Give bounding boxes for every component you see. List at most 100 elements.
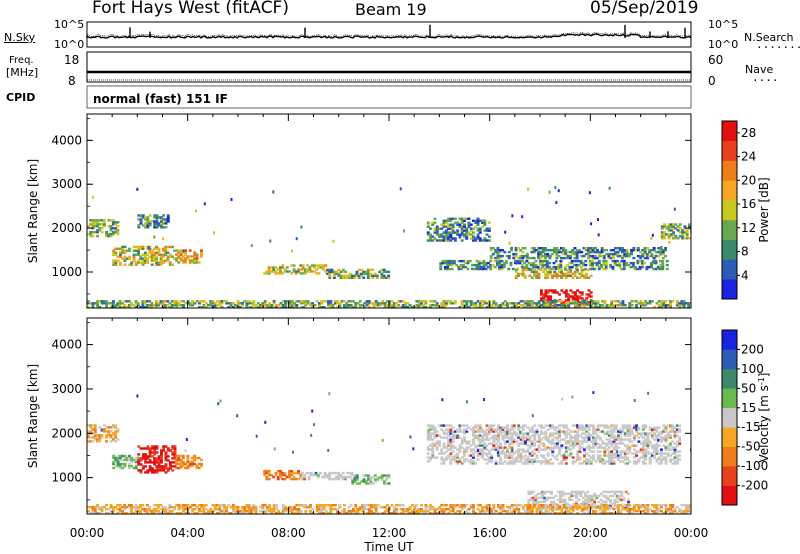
data-cell	[415, 510, 419, 513]
data-cell	[517, 510, 521, 513]
data-cell	[390, 306, 394, 308]
data-cell	[144, 457, 147, 460]
data-cell	[614, 448, 618, 451]
data-cell	[619, 302, 623, 305]
data-cell	[162, 469, 166, 472]
data-cell	[150, 253, 154, 256]
data-cell	[166, 455, 170, 458]
data-cell	[562, 454, 566, 457]
data-cell	[646, 452, 650, 455]
data-cell	[472, 512, 475, 514]
data-cell	[617, 512, 620, 514]
data-cell	[573, 247, 577, 250]
data-cell	[532, 261, 536, 265]
data-cell	[605, 508, 609, 511]
data-cell	[589, 450, 593, 453]
data-cell	[458, 424, 462, 427]
data-cell	[585, 462, 589, 465]
data-cell	[485, 434, 489, 437]
data-cell	[580, 293, 584, 296]
data-cell	[611, 490, 615, 494]
data-cell	[440, 508, 444, 511]
data-cell	[383, 510, 387, 513]
data-cell	[575, 252, 579, 256]
data-cell	[155, 226, 159, 229]
data-cell	[662, 302, 666, 305]
data-cell	[139, 216, 143, 219]
data-cell	[502, 261, 506, 265]
data-cell	[127, 304, 131, 307]
data-cell	[449, 300, 453, 303]
data-cell	[637, 440, 641, 443]
data-cell	[621, 247, 624, 250]
data-cell	[540, 460, 543, 463]
data-cell	[272, 266, 276, 269]
data-cell	[592, 438, 595, 441]
data-cell	[481, 306, 484, 308]
data-cell	[290, 510, 294, 513]
data-cell	[429, 436, 432, 439]
data-cell	[179, 251, 183, 254]
data-cell	[159, 504, 163, 507]
data-cell	[489, 256, 493, 260]
data-cell	[446, 261, 449, 265]
data-cell	[519, 460, 523, 463]
data-cell	[150, 461, 154, 464]
data-cell	[451, 225, 455, 228]
data-cell	[542, 270, 545, 274]
data-cell	[621, 442, 625, 445]
data-cell	[662, 444, 666, 447]
data-cell	[617, 438, 620, 441]
data-cell	[533, 268, 536, 272]
data-cell	[664, 430, 668, 433]
data-cell	[533, 444, 537, 447]
data-cell	[328, 475, 331, 479]
data-cell	[460, 300, 464, 303]
data-cell	[442, 432, 446, 435]
data-cell	[508, 456, 512, 459]
data-cell	[567, 510, 571, 513]
data-cell	[429, 239, 432, 242]
data-cell	[476, 454, 480, 457]
data-cell	[164, 465, 168, 468]
data-cell	[478, 424, 482, 427]
data-cell	[453, 454, 457, 457]
data-cell	[639, 302, 643, 305]
data-cell	[462, 263, 465, 267]
data-cell	[589, 440, 593, 443]
data-cell	[241, 304, 244, 307]
data-cell	[603, 506, 607, 509]
data-cell	[588, 500, 592, 504]
data-cell	[614, 247, 618, 250]
data-cell	[682, 504, 686, 507]
data-cell	[475, 259, 479, 263]
data-cell	[431, 452, 435, 455]
data-cell	[584, 263, 588, 267]
data-cell	[159, 512, 163, 514]
data-cell	[440, 302, 444, 305]
data-cell	[675, 512, 679, 514]
data-cell	[570, 265, 574, 269]
data-cell	[517, 306, 521, 308]
data-cell	[171, 445, 175, 448]
data-cell	[420, 508, 423, 511]
data-cell	[498, 259, 502, 263]
data-cell	[665, 267, 669, 271]
data-cell	[478, 229, 482, 232]
data-cell	[207, 510, 210, 513]
data-cell	[134, 504, 138, 507]
data-cell	[420, 304, 423, 307]
data-cell	[656, 265, 660, 269]
data-cell	[490, 454, 494, 457]
data-cell	[290, 469, 294, 473]
data-cell	[162, 261, 165, 264]
data-cell	[166, 304, 170, 307]
data-cell	[537, 444, 541, 447]
data-cell	[548, 256, 552, 260]
data-cell	[535, 274, 539, 277]
data-cell	[471, 267, 474, 271]
data-cell	[190, 261, 194, 264]
data-cell	[555, 250, 559, 254]
data-cell	[578, 250, 581, 254]
data-cell	[664, 506, 668, 509]
